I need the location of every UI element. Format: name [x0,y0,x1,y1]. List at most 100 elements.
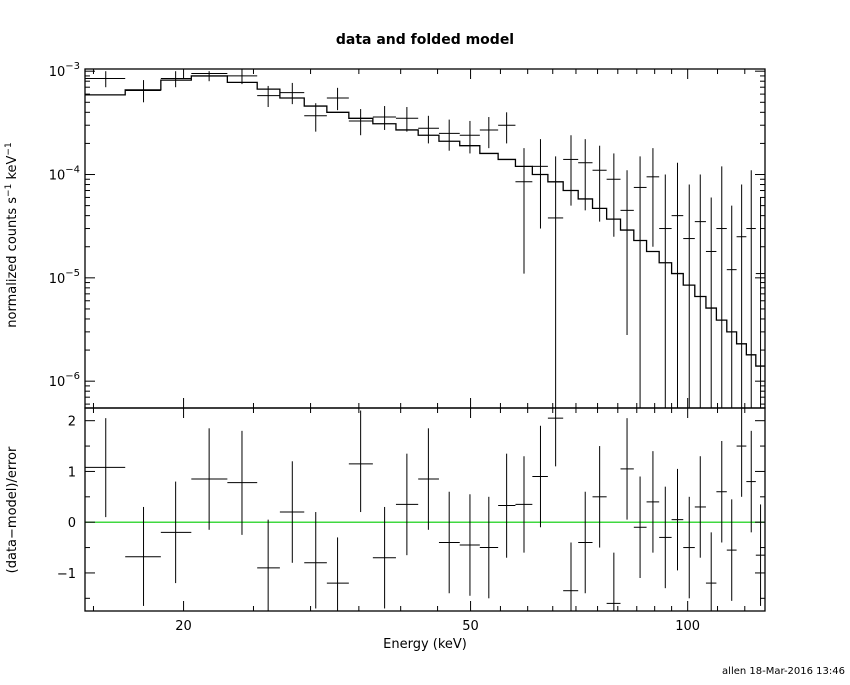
spectrum-data-point [726,205,737,408]
residuals-y-axis-label: (data−model)/error [5,446,20,573]
y-tick-exponent: −5 [65,268,80,279]
spectrum-data-point [279,82,305,105]
residual-data-point [646,451,660,553]
residual-data-point [326,537,349,611]
residual-data-point [547,408,564,467]
residual-data-point [659,486,672,589]
spectrum-data-point [592,145,607,222]
spectrum-data-point [606,153,621,237]
y-tick-exponent: −4 [65,165,80,176]
spectrum-data-point [438,119,460,151]
y-tick-label: 0 [68,516,76,531]
y-tick-label: 10−6 [49,371,80,390]
residuals-plot-frame [84,407,766,612]
residual-data-point [191,428,228,530]
spectrum-data-point [257,85,280,108]
residual-data-point [438,491,460,594]
spectrum-data-point [746,170,756,408]
spectrum-data-point [633,156,647,408]
spectrum-data-point [348,109,373,136]
spectrum-data-point [736,184,747,408]
residual-data-point [85,418,126,518]
spectrum-data-point [683,184,695,408]
spectrum-data-point [395,107,419,132]
spectrum-plot-frame [84,68,766,409]
spectrum-panel: 10−310−410−510−6 normalized counts s−1 k… [4,61,766,409]
spectrum-data-point [304,103,327,132]
y-tick-label: 10−5 [49,268,80,287]
residual-data-point [348,410,373,513]
residual-data-point [459,494,480,596]
residual-data-point [683,496,695,599]
footer-timestamp: allen 18-Mar-2016 13:46 [722,666,845,677]
y-tick-base: 10 [49,169,66,184]
y-tick-exponent: −3 [65,61,80,72]
spectrum-data-point [532,139,548,229]
spectrum-data-point [326,87,349,111]
spectrum-data-point [716,166,727,408]
residual-data-point [716,440,727,543]
spectrum-data-point [563,135,579,206]
residual-data-point [736,408,747,497]
y-tick-base: 10 [49,375,66,390]
residual-data-point [395,453,419,556]
y-tick-label: 1 [68,465,76,480]
spectrum-data-point [705,197,717,408]
spectrum-data-point [659,174,672,408]
x-tick-label: 50 [462,619,479,634]
spectrum-data-point [418,115,439,144]
residual-data-point [498,453,516,558]
residual-data-point [515,456,533,553]
model-step-line [85,75,765,367]
spectrum-model-layer [85,75,765,367]
residual-data-point [227,430,258,535]
spectrum-data-point [671,162,684,408]
y-tick-base: 10 [49,272,66,287]
spectrum-data-point [646,148,660,247]
ylabel-text-2: keV [5,155,20,183]
y-tick-label: −1 [57,567,76,582]
residual-data-point [279,461,305,563]
residual-data-point [160,481,192,584]
y-tick-label: 10−4 [49,165,80,184]
residual-data-point [372,506,396,609]
spectrum-data-point [191,71,228,82]
residual-data-point [671,468,684,571]
residual-data-point [418,428,439,530]
residual-data-point [746,430,756,533]
spectrum-data-point [694,174,706,408]
y-tick-exponent: −6 [65,371,80,382]
residual-data-point [606,552,621,611]
y-tick-base: 10 [49,65,66,80]
ylabel-superscript-1: −1 [4,184,14,197]
x-axis-tick-layer: 20 50 100 [92,69,746,634]
spectrum-data-point [620,170,634,335]
x-axis-label: Energy (keV) [383,637,467,652]
spectrum-data-layer [85,69,765,408]
residual-data-point [125,506,161,606]
spectrum-data-point [227,69,258,85]
x-tick-label: 100 [675,619,700,634]
residuals-data-layer [85,408,765,611]
spectrum-data-point [459,120,480,154]
spectrum-data-point [755,197,765,408]
residual-data-point [705,532,717,611]
spectrum-tick-layer: 10−310−410−510−6 [49,61,765,405]
spectrum-data-point [547,156,564,408]
residuals-tick-layer: 2 1 0 −1 [57,415,765,599]
ylabel-superscript-2: −1 [4,142,14,155]
y-tick-label: 10−3 [49,61,80,80]
spectrum-data-point [498,112,516,144]
residual-data-point [257,519,280,611]
spectrum-data-point [479,117,499,149]
residual-data-point [532,425,548,528]
residual-data-point [633,476,647,579]
spectrum-data-point [578,139,593,211]
residual-data-point [479,496,499,599]
residual-data-point [726,499,737,601]
x-tick-label: 20 [175,619,192,634]
residual-data-point [620,418,634,520]
residual-data-point [694,456,706,558]
